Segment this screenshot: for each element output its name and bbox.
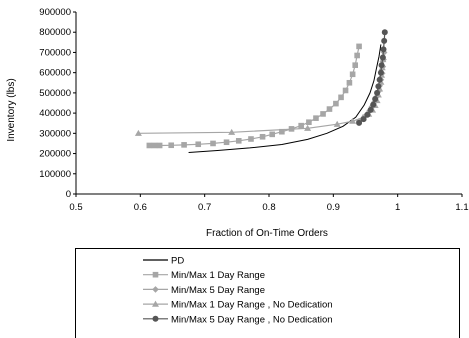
data-point (367, 106, 374, 113)
data-point (333, 100, 339, 107)
legend-item: Min/Max 5 Day Range , No Dedication (143, 314, 333, 325)
data-point (360, 116, 367, 123)
y-tick-label: 300000 (39, 128, 71, 139)
data-point (354, 52, 360, 59)
series-4 (134, 56, 387, 136)
data-point (377, 69, 384, 76)
data-point (156, 142, 163, 149)
x-tick-label: 1.1 (455, 202, 468, 213)
data-point (304, 124, 312, 131)
data-point (338, 94, 344, 101)
axes: 0 100000 200000 300000 400000 500000 600000 700… (39, 7, 468, 213)
legend-item: PD (143, 256, 184, 267)
y-tick-label: 900000 (39, 7, 71, 18)
series-line (138, 59, 384, 134)
data-point (181, 142, 187, 148)
data-point (333, 120, 341, 127)
y-tick-label: 400000 (39, 108, 71, 119)
x-tick-label: 0.8 (262, 202, 275, 213)
data-point (134, 129, 142, 136)
plot-series (134, 29, 388, 153)
data-point (326, 106, 333, 112)
data-point (376, 76, 383, 83)
data-point (168, 142, 175, 149)
data-point (370, 101, 377, 108)
x-tick-label: 0.5 (69, 202, 82, 213)
data-point (269, 131, 276, 138)
data-point (259, 133, 266, 140)
legend-swatch-marker (152, 271, 159, 278)
legend: PD Min/Max 1 Day Range Min/Max 5 Day Range… (75, 248, 460, 338)
data-point (298, 122, 304, 129)
y-tick-label: 700000 (39, 47, 71, 58)
legend-label: Min/Max 1 Day Range , No Dedication (171, 300, 333, 311)
legend-box (75, 248, 460, 338)
y-tick-label: 500000 (39, 88, 71, 99)
y-tick-label: 100000 (39, 169, 71, 180)
data-point (356, 43, 362, 50)
y-tick-label: 0 (66, 189, 71, 200)
x-tick-label: 0.9 (327, 202, 340, 213)
data-point (352, 62, 359, 68)
data-point (349, 71, 356, 78)
data-point (342, 87, 349, 94)
data-point (146, 142, 153, 149)
legend-label: Min/Max 5 Day Range , No Dedication (171, 314, 333, 325)
legend-label: Min/Max 1 Day Range (171, 270, 265, 281)
data-point (195, 141, 202, 148)
x-tick-label: 0.7 (198, 202, 211, 213)
y-axis-title: Inventory (lbs) (6, 78, 17, 141)
data-point (313, 115, 319, 121)
data-point (349, 117, 357, 124)
legend-label: Min/Max 5 Day Range (171, 285, 265, 296)
y-tick-label: 600000 (39, 68, 71, 79)
data-point (248, 136, 254, 142)
data-point (320, 111, 326, 117)
series-line (188, 44, 382, 153)
series-5 (356, 29, 388, 126)
x-tick-label: 1 (395, 202, 400, 213)
data-point (380, 46, 387, 53)
legend-swatch-marker (152, 286, 159, 293)
data-point (378, 62, 385, 69)
data-point (151, 142, 158, 149)
data-point (228, 128, 236, 135)
legend-swatch-marker (152, 300, 159, 307)
x-tick-label: 0.6 (134, 202, 147, 213)
data-point (374, 89, 381, 96)
series-1 (188, 44, 382, 153)
data-point (372, 95, 379, 102)
legend-label: PD (171, 256, 184, 267)
data-point (379, 54, 386, 61)
data-point (223, 139, 230, 146)
data-point (381, 37, 388, 44)
data-point (364, 111, 371, 118)
data-point (306, 119, 312, 126)
y-tick-label: 800000 (39, 27, 71, 38)
x-axis-title: Fraction of On-Time Orders (206, 228, 328, 239)
data-point (381, 29, 388, 36)
data-point (279, 128, 285, 135)
data-point (210, 140, 216, 147)
data-point (235, 138, 242, 144)
legend-swatch-marker (152, 315, 159, 322)
legend-item: Min/Max 5 Day Range (143, 285, 265, 296)
data-point (375, 83, 382, 90)
data-point (356, 119, 363, 126)
legend-item: Min/Max 1 Day Range , No Dedication (143, 300, 333, 311)
legend-item: Min/Max 1 Day Range (143, 270, 265, 281)
y-tick-label: 200000 (39, 149, 71, 160)
data-point (346, 79, 353, 86)
